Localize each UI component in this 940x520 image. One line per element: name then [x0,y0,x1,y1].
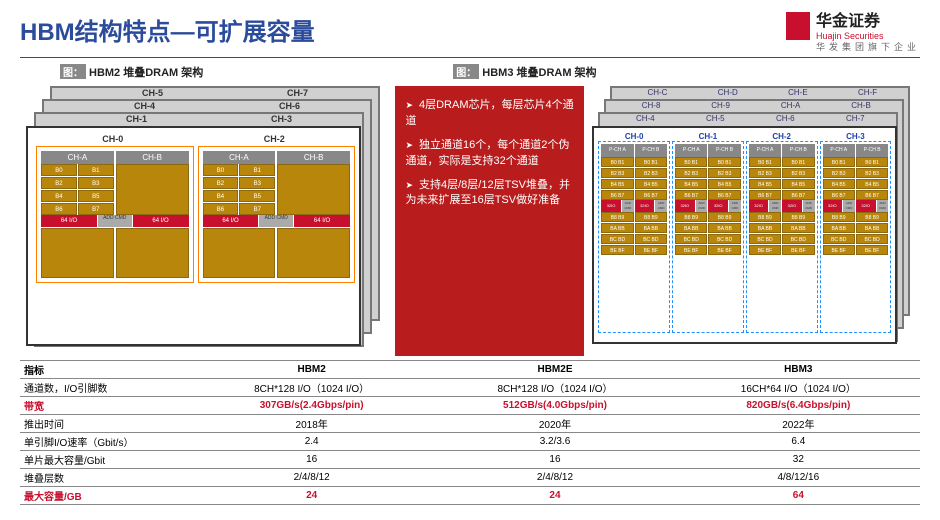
logo-icon [786,12,810,40]
logo: 华金证券 Huajin Securities 华发集团旗下企业 [786,12,920,53]
feature-2: 独立通道16个，每个通道2个伪通道，实际是支持32个通道 [405,138,574,170]
divider [20,57,920,58]
hbm3-channel: CH-3P-CH AB0 B1B2 B3B4 B5B6 B732IOADD CM… [820,132,892,338]
hbm3-channel: CH-0P-CH AB0 B1B2 B3B4 B5B6 B732IOADD CM… [598,132,670,338]
comparison-table: 指标 HBM2 HBM2E HBM3 通道数，I/O引脚数8CH*128 I/O… [0,360,940,505]
table-row: 通道数，I/O引脚数8CH*128 I/O（1024 I/O）8CH*128 I… [20,378,920,396]
die-group: CH-A B0B1 B2B3 B4B5 B6B7 CH-B [198,146,356,283]
ch-label: CH-2 [196,134,354,144]
feature-3: 支持4层/8层/12层TSV堆叠，并为未来扩展至16层TSV做好准备 [405,178,574,210]
th-hbm2e: HBM2E [433,360,676,378]
die-group: CH-A B0B1 B2B3 B4B5 B6B7 CH-B [36,146,194,283]
hbm2-diagram: CH-5 CH-7 CH-4 CH-6 CH-1 CH-3 CH-0 CH-A [20,86,387,346]
hbm3-diagram: CH-CCH-DCH-ECH-F CH-8CH-9CH-ACH-B CH-4CH… [592,86,920,346]
table-row: 堆叠层数2/4/8/122/4/8/124/8/12/16 [20,468,920,486]
ch-label: CH-0 [34,134,192,144]
subtitle-right: HBM3 堆叠DRAM 架构 [482,67,596,79]
table-row: 推出时间2018年2020年2022年 [20,414,920,432]
table-row: 带宽307GB/s(2.4Gbps/pin)512GB/s(4.0Gbps/pi… [20,396,920,414]
table-row: 最大容量/GB242464 [20,486,920,504]
hbm3-channel: CH-1P-CH AB0 B1B2 B3B4 B5B6 B732IOADD CM… [672,132,744,338]
hbm3-channel: CH-2P-CH AB0 B1B2 B3B4 B5B6 B732IOADD CM… [746,132,818,338]
table-row: 单片最大容量/Gbit161632 [20,450,920,468]
subtitles: 图：HBM2 堆叠DRAM 架构 图：HBM3 堆叠DRAM 架构 [0,64,940,80]
page-title: HBM结构特点—可扩展容量 [20,12,315,47]
feature-1: 4层DRAM芯片，每层芯片4个通道 [405,98,574,130]
feature-box: 4层DRAM芯片，每层芯片4个通道 独立通道16个，每个通道2个伪通道，实际是支… [395,86,584,356]
table-row: 单引脚I/O速率（Gbit/s）2.43.2/3.66.4 [20,432,920,450]
logo-en: Huajin Securities [816,31,920,42]
th-hbm3: HBM3 [677,360,920,378]
th-metric: 指标 [20,360,190,378]
subtitle-left: HBM2 堆叠DRAM 架构 [89,67,203,79]
logo-cn: 华金证券 [816,12,920,31]
logo-sub: 华发集团旗下企业 [816,42,920,53]
header: HBM结构特点—可扩展容量 华金证券 Huajin Securities 华发集… [0,0,940,57]
th-hbm2: HBM2 [190,360,433,378]
